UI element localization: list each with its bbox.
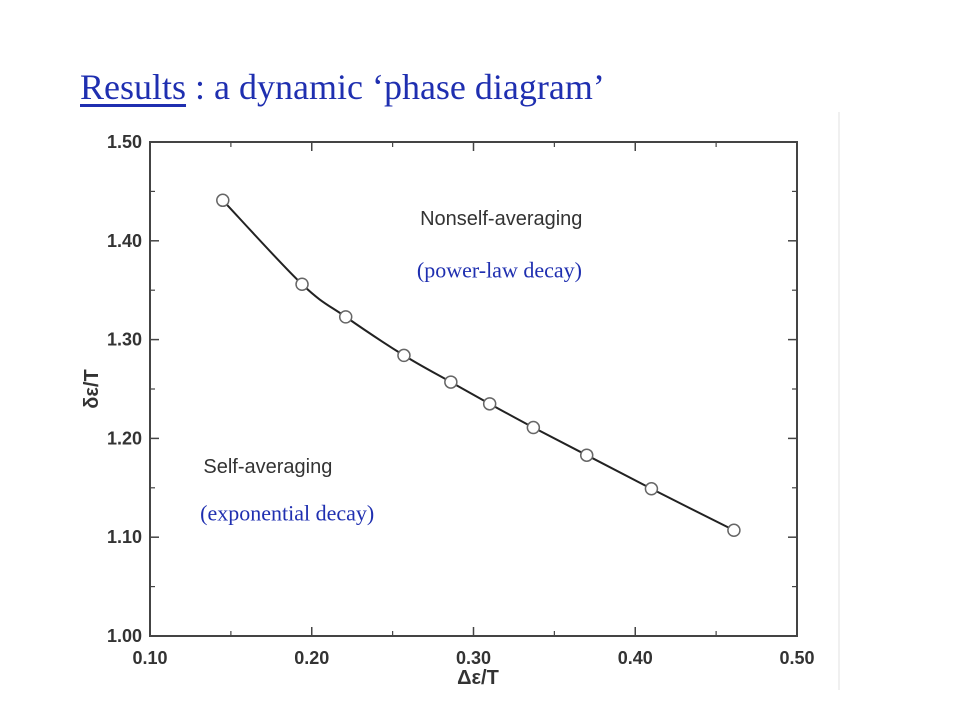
chart-annotation: Nonself-averaging bbox=[420, 208, 582, 230]
chart-annotation: (power-law decay) bbox=[417, 257, 582, 282]
data-point bbox=[397, 348, 411, 363]
plot-layer: 0.10 0.20 0.30 0.40 0.50 1.00 1.10 1.20 1.30 1.40… bbox=[107, 132, 815, 668]
data-point bbox=[579, 448, 594, 462]
x-tick-label: 0.20 bbox=[294, 648, 329, 668]
y-axis-label: δε/T bbox=[81, 369, 103, 408]
data-point bbox=[727, 523, 741, 538]
y-tick-label: 1.20 bbox=[107, 428, 142, 448]
y-tick-label: 1.00 bbox=[107, 626, 142, 646]
data-point bbox=[526, 420, 541, 435]
data-point bbox=[444, 375, 458, 389]
chart-annotation: (exponential decay) bbox=[200, 500, 374, 525]
slide-title: Results : a dynamic ‘phase diagram’ bbox=[80, 66, 605, 108]
chart-annotation: Self-averaging bbox=[203, 456, 332, 478]
y-tick-label: 1.10 bbox=[107, 527, 142, 547]
title-link[interactable]: Results bbox=[80, 67, 187, 107]
data-point bbox=[295, 277, 309, 292]
x-tick-label: 0.10 bbox=[132, 648, 167, 668]
data-point bbox=[338, 310, 353, 324]
y-tick-label: 1.50 bbox=[107, 132, 142, 152]
data-point bbox=[644, 482, 659, 496]
title-rest: : a dynamic ‘phase diagram’ bbox=[186, 67, 605, 107]
y-tick-label: 1.30 bbox=[107, 330, 142, 350]
data-point bbox=[216, 193, 230, 208]
y-tick-label: 1.40 bbox=[107, 231, 142, 251]
x-tick-label: 0.30 bbox=[456, 648, 491, 668]
series-line bbox=[222, 199, 735, 532]
x-tick-label: 0.50 bbox=[779, 648, 814, 668]
slide-edge-line bbox=[838, 112, 840, 690]
data-point bbox=[482, 397, 497, 411]
x-tick-label: 0.40 bbox=[618, 648, 653, 668]
x-axis-label: Δε/T bbox=[457, 667, 499, 689]
